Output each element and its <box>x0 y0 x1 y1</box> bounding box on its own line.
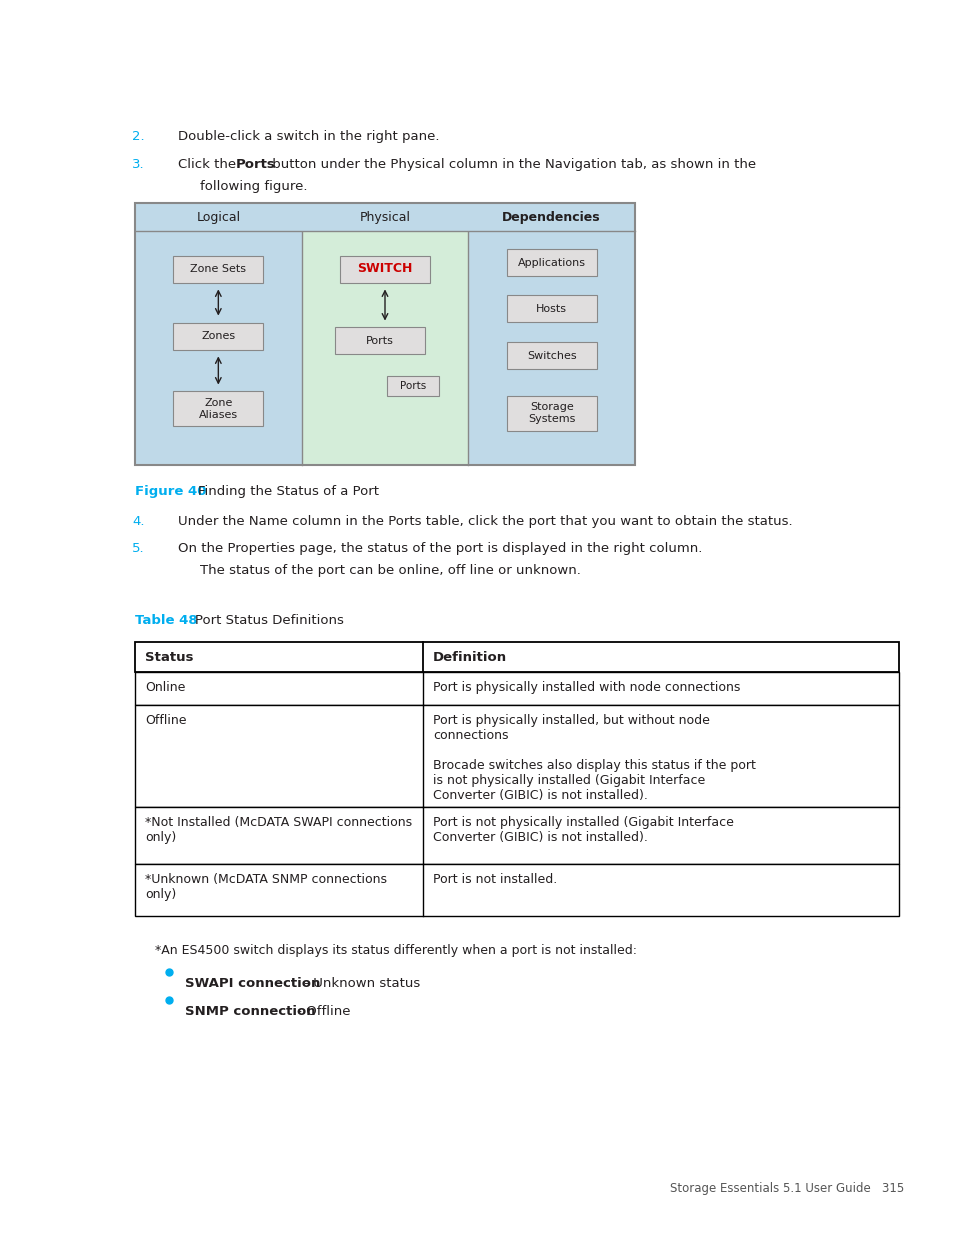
Bar <box>173 322 263 350</box>
Text: 5.: 5. <box>132 542 145 555</box>
Text: Online: Online <box>145 680 185 694</box>
Text: Storage
Systems: Storage Systems <box>527 403 575 424</box>
Bar <box>506 342 596 369</box>
Bar <box>135 864 898 916</box>
Text: Port is not physically installed (Gigabit Interface
Converter (GIBIC) is not ins: Port is not physically installed (Gigabi… <box>433 816 733 844</box>
Text: Double-click a switch in the right pane.: Double-click a switch in the right pane. <box>178 130 439 143</box>
Text: *Not Installed (McDATA SWAPI connections
only): *Not Installed (McDATA SWAPI connections… <box>145 816 412 844</box>
Text: Figure 40: Figure 40 <box>135 485 206 498</box>
Text: Dependencies: Dependencies <box>502 210 600 224</box>
Text: following figure.: following figure. <box>200 180 307 193</box>
Text: button under the Physical column in the Navigation tab, as shown in the: button under the Physical column in the … <box>268 158 756 170</box>
Text: Ports: Ports <box>399 382 426 391</box>
Bar <box>135 203 635 466</box>
Text: Table 48: Table 48 <box>135 614 197 627</box>
Text: Storage Essentials 5.1 User Guide   315: Storage Essentials 5.1 User Guide 315 <box>669 1182 903 1195</box>
Text: 4.: 4. <box>132 515 145 529</box>
Text: Click the: Click the <box>178 158 240 170</box>
Text: 3.: 3. <box>132 158 145 170</box>
Text: *An ES4500 switch displays its status differently when a port is not installed:: *An ES4500 switch displays its status di… <box>154 944 637 957</box>
Text: 2.: 2. <box>132 130 145 143</box>
Text: Definition: Definition <box>433 651 507 663</box>
Bar <box>135 705 898 806</box>
Text: Finding the Status of a Port: Finding the Status of a Port <box>198 485 378 498</box>
Text: Port Status Definitions: Port Status Definitions <box>194 614 343 627</box>
Bar <box>135 203 635 231</box>
Bar <box>301 203 468 466</box>
Text: Zone Sets: Zone Sets <box>191 264 246 274</box>
Bar <box>506 395 596 431</box>
Text: On the Properties page, the status of the port is displayed in the right column.: On the Properties page, the status of th… <box>178 542 701 555</box>
Text: Zones: Zones <box>201 331 235 341</box>
Bar <box>468 203 635 466</box>
Bar <box>135 672 898 705</box>
Bar <box>335 327 424 354</box>
Text: SNMP connection: SNMP connection <box>185 1005 315 1018</box>
Bar <box>135 806 898 864</box>
Text: SWAPI connection: SWAPI connection <box>185 977 320 990</box>
Text: *Unknown (McDATA SNMP connections
only): *Unknown (McDATA SNMP connections only) <box>145 873 387 902</box>
Bar <box>506 295 596 322</box>
Text: Port is physically installed with node connections: Port is physically installed with node c… <box>433 680 740 694</box>
Text: - Offline: - Offline <box>293 1005 350 1018</box>
Text: - Unknown status: - Unknown status <box>300 977 420 990</box>
Text: The status of the port can be online, off line or unknown.: The status of the port can be online, of… <box>200 564 580 577</box>
Text: Ports: Ports <box>235 158 275 170</box>
Text: Hosts: Hosts <box>536 304 567 314</box>
Text: Physical: Physical <box>359 210 410 224</box>
Text: Logical: Logical <box>196 210 240 224</box>
Text: Switches: Switches <box>526 351 576 361</box>
Text: Under the Name column in the Ports table, click the port that you want to obtain: Under the Name column in the Ports table… <box>178 515 792 529</box>
Text: Port is physically installed, but without node
connections

Brocade switches als: Port is physically installed, but withou… <box>433 714 755 802</box>
Bar <box>339 256 430 283</box>
Bar <box>387 375 438 396</box>
Text: Offline: Offline <box>145 714 186 727</box>
Text: Status: Status <box>145 651 193 663</box>
Text: SWITCH: SWITCH <box>357 263 413 275</box>
Text: Port is not installed.: Port is not installed. <box>433 873 557 885</box>
Text: Applications: Applications <box>517 258 585 268</box>
Text: Zone
Aliases: Zone Aliases <box>198 398 237 420</box>
Text: Ports: Ports <box>366 336 394 346</box>
Bar <box>173 391 263 426</box>
Bar <box>173 256 263 283</box>
Bar <box>135 203 635 466</box>
Bar <box>135 203 301 466</box>
Bar <box>506 249 596 277</box>
Bar <box>135 642 898 672</box>
